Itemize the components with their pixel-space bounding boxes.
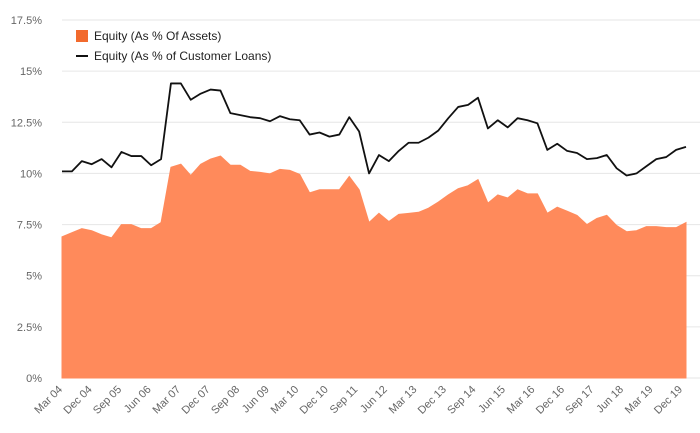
series-area-equity-assets xyxy=(61,155,687,379)
y-tick-label: 5% xyxy=(26,271,42,283)
x-tick-label: Sep 11 xyxy=(328,384,361,417)
y-tick-label: 12.5% xyxy=(11,117,42,129)
legend-swatch-equity-assets xyxy=(76,30,88,42)
x-tick-label: Sep 05 xyxy=(91,384,124,417)
y-tick-label: 17.5% xyxy=(11,15,42,27)
x-tick-label: Dec 16 xyxy=(534,384,567,417)
x-tick-label: Mar 07 xyxy=(151,384,184,417)
x-tick-label: Dec 04 xyxy=(62,384,95,417)
x-tick-label: Jun 09 xyxy=(240,384,272,416)
x-tick-label: Mar 04 xyxy=(32,384,65,417)
y-tick-label: 0% xyxy=(26,373,42,385)
x-tick-label: Sep 08 xyxy=(209,384,242,417)
x-tick-label: Dec 10 xyxy=(298,384,331,417)
y-tick-label: 10% xyxy=(20,168,42,180)
legend-label-equity-loans: Equity (As % of Customer Loans) xyxy=(94,49,271,63)
x-tick-label: Jun 18 xyxy=(594,384,626,416)
x-tick-label: Dec 07 xyxy=(180,384,213,417)
x-tick-label: Jun 06 xyxy=(122,384,154,416)
x-tick-label: Sep 14 xyxy=(445,384,478,417)
y-tick-label: 7.5% xyxy=(17,220,42,232)
x-tick-label: Sep 17 xyxy=(563,384,596,417)
area-series-layer xyxy=(61,155,687,379)
series-line-equity-loans xyxy=(62,82,687,177)
x-tick-label: Jun 12 xyxy=(358,384,390,416)
x-tick-label: Mar 19 xyxy=(623,384,656,417)
y-tick-label: 15% xyxy=(20,66,42,78)
legend-label-equity-assets: Equity (As % Of Assets) xyxy=(94,29,221,43)
x-tick-label: Mar 13 xyxy=(387,384,420,417)
x-tick-label: Mar 16 xyxy=(505,384,538,417)
x-tick-label: Dec 19 xyxy=(652,384,685,417)
legend: Equity (As % Of Assets) Equity (As % of … xyxy=(76,29,271,63)
x-tick-label: Mar 10 xyxy=(269,384,302,417)
line-series-layer xyxy=(62,82,687,177)
y-axis-tick-labels: 0% 2.5% 5% 7.5% 10% 12.5% 15% 17.5% xyxy=(11,15,42,385)
y-tick-label: 2.5% xyxy=(17,322,42,334)
x-tick-label: Dec 13 xyxy=(416,384,449,417)
x-tick-label: Jun 15 xyxy=(476,384,508,416)
